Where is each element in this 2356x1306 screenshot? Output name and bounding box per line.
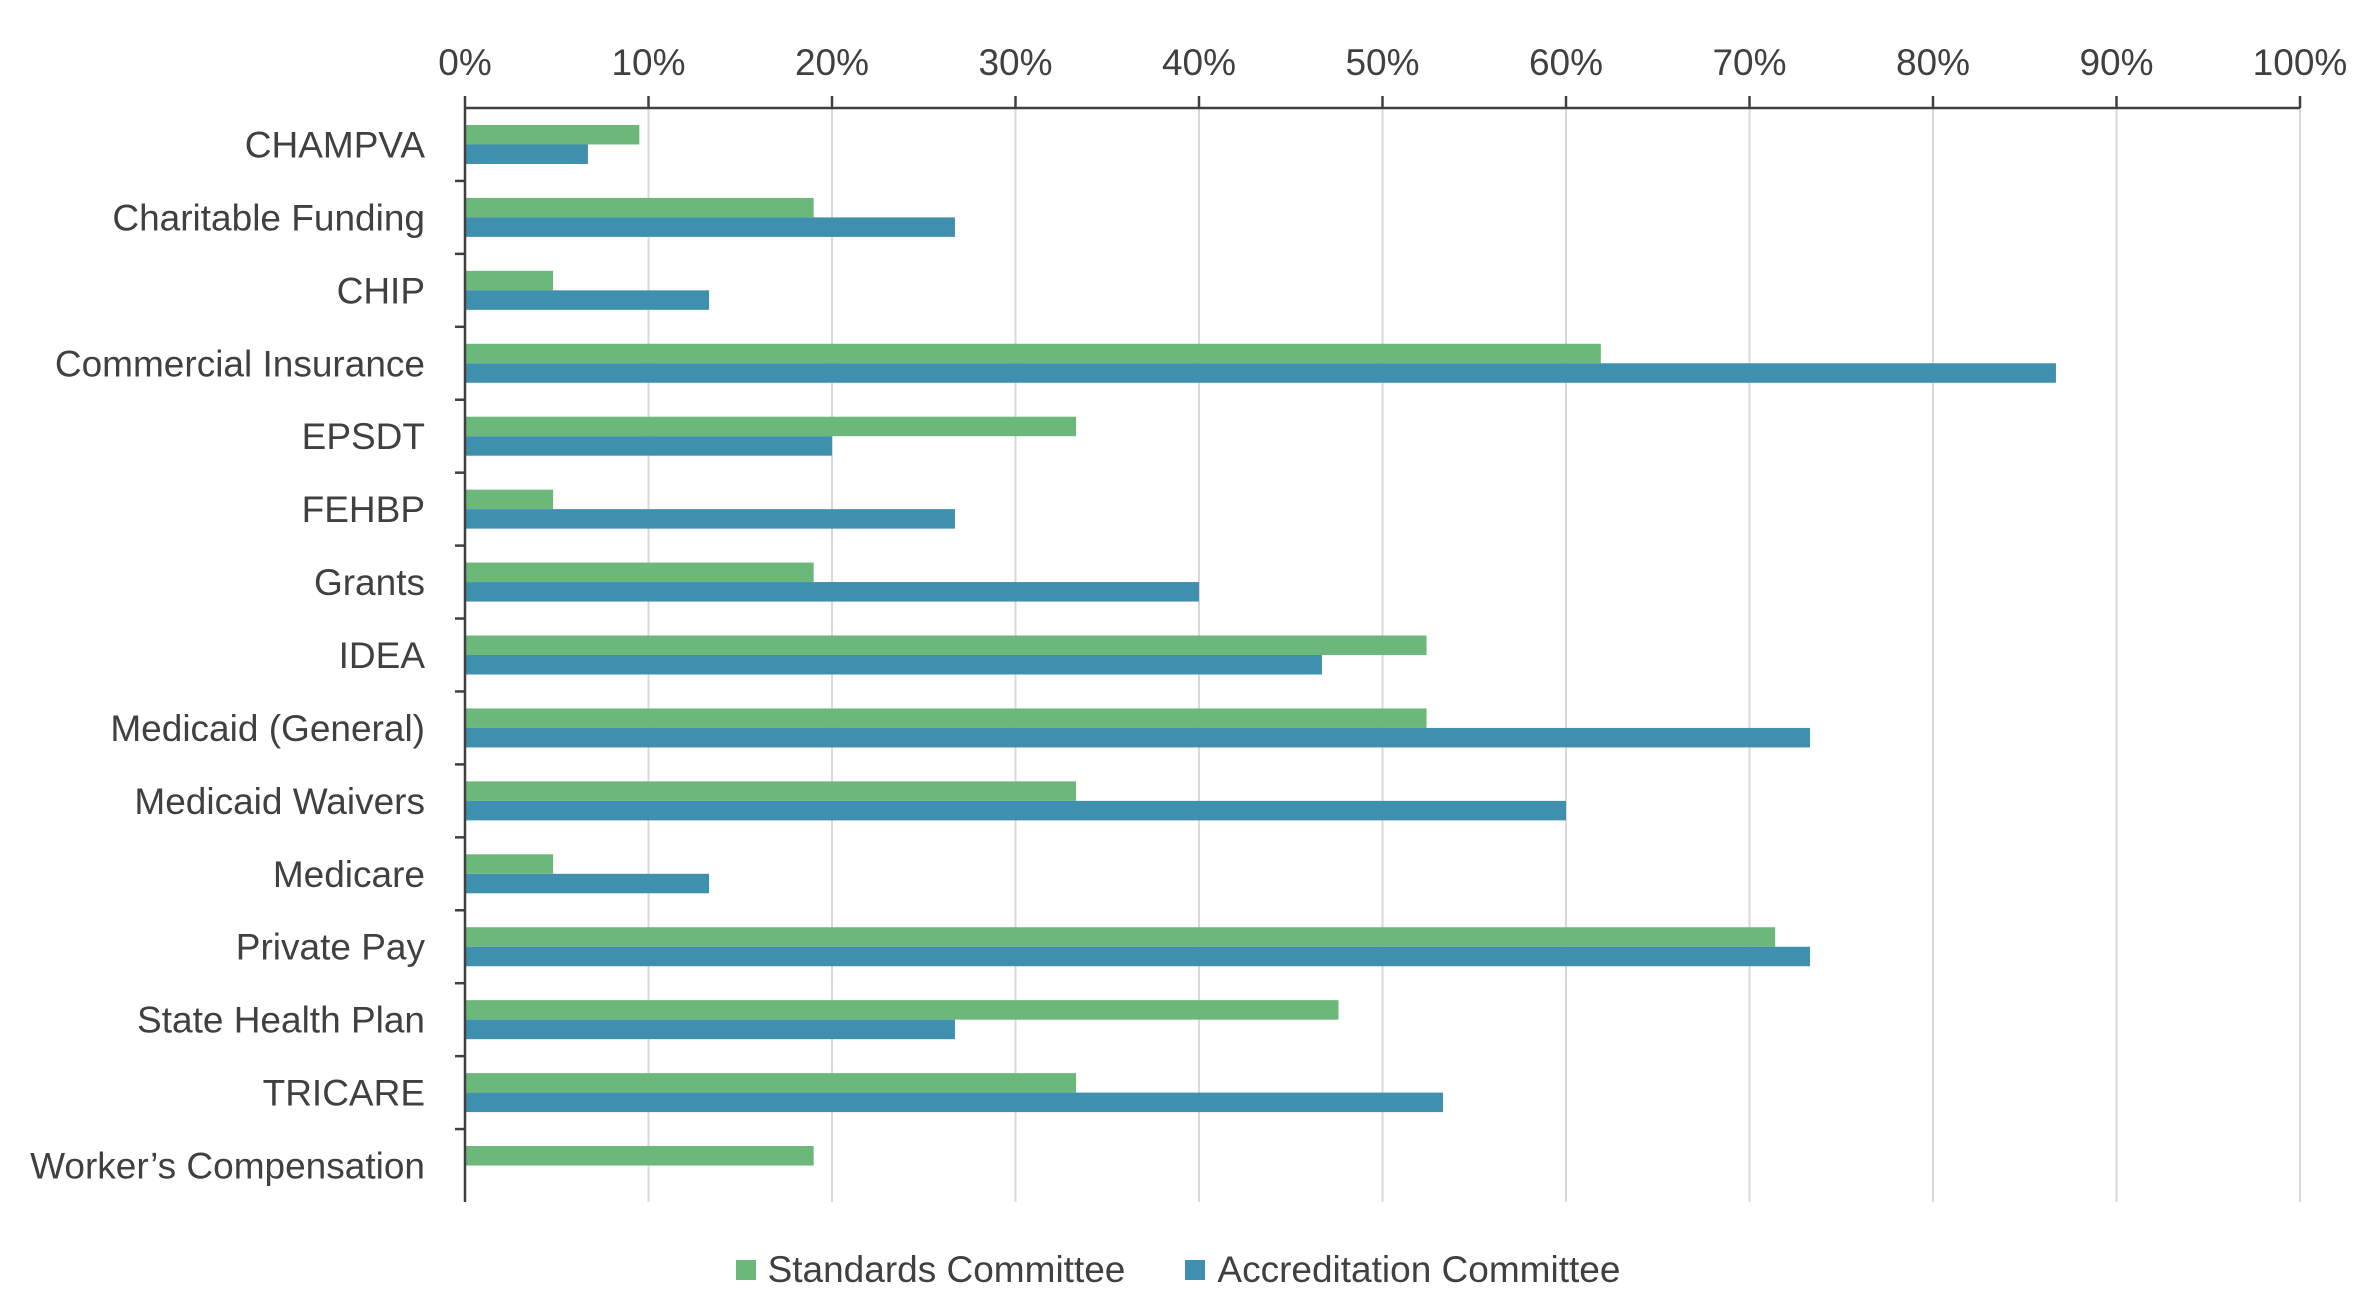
accreditation-committee-bar xyxy=(466,1092,1444,1113)
category-labels: CHAMPVA Charitable Funding CHIP Commercial … xyxy=(30,124,425,1186)
standards-committee-bar xyxy=(466,1000,1339,1020)
category-label: Private Pay xyxy=(236,927,426,968)
x-tick-label: 60% xyxy=(1529,42,1603,83)
legend-item-accreditation: Accreditation Committee xyxy=(1185,1249,1620,1291)
legend: Standards Committee Accreditation Commit… xyxy=(0,1240,2356,1300)
accreditation-committee-bar xyxy=(466,655,1322,675)
category-label: State Health Plan xyxy=(137,1000,425,1041)
accreditation-committee-bar xyxy=(466,727,1811,748)
legend-item-standards: Standards Committee xyxy=(735,1249,1126,1291)
accreditation-committee-bar xyxy=(466,582,1199,602)
category-label: Medicaid (General) xyxy=(110,708,425,749)
legend-swatch-standards xyxy=(735,1260,756,1280)
accreditation-committee-bar xyxy=(466,1019,955,1040)
x-tick-label: 100% xyxy=(2253,42,2348,83)
x-tick-label: 90% xyxy=(2079,42,2153,83)
x-tick-label: 10% xyxy=(611,42,685,83)
category-label: Medicare xyxy=(273,854,425,895)
category-label: FEHBP xyxy=(302,489,425,530)
bar-chart: 0% 10% 20% 30% 40% 50% 60% 70% 80% 90% 100% CHAMPV… xyxy=(30,42,2347,1202)
x-tick-label: 70% xyxy=(1712,42,1786,83)
standards-committee-bar xyxy=(466,708,1427,728)
accreditation-committee-bar xyxy=(466,363,2056,383)
category-label: CHAMPVA xyxy=(245,124,426,165)
accreditation-committee-bar xyxy=(466,800,1566,821)
category-label: EPSDT xyxy=(302,416,425,457)
category-label: IDEA xyxy=(339,635,426,676)
accreditation-committee-bar xyxy=(466,290,710,310)
accreditation-committee-bar xyxy=(466,217,955,237)
category-label: Medicaid Waivers xyxy=(134,781,425,822)
x-tick-label: 30% xyxy=(978,42,1052,83)
standards-committee-bar xyxy=(466,1073,1077,1093)
standards-committee-bar xyxy=(466,562,814,583)
legend-swatch-accreditation xyxy=(1185,1260,1206,1280)
standards-committee-bar xyxy=(466,1146,814,1166)
legend-label-accreditation: Accreditation Committee xyxy=(1217,1249,1621,1290)
standards-committee-bar xyxy=(466,781,1077,801)
category-label: Grants xyxy=(314,562,425,603)
standards-committee-bar xyxy=(466,197,814,218)
accreditation-committee-bar xyxy=(466,509,955,529)
x-tick-label: 40% xyxy=(1162,42,1236,83)
standards-committee-bar xyxy=(466,927,1776,947)
standards-committee-bar xyxy=(466,635,1427,655)
standards-committee-bar xyxy=(466,416,1077,437)
legend-label-standards: Standards Committee xyxy=(767,1249,1126,1290)
accreditation-committee-bar xyxy=(466,946,1811,967)
x-tick-label: 0% xyxy=(438,42,491,83)
bars xyxy=(466,124,2056,1166)
category-label: CHIP xyxy=(337,270,425,311)
x-tick-label: 80% xyxy=(1896,42,1970,83)
category-label: TRICARE xyxy=(263,1073,425,1114)
accreditation-committee-bar xyxy=(466,144,588,164)
standards-committee-bar xyxy=(466,343,1601,364)
standards-committee-bar xyxy=(466,270,554,291)
axes xyxy=(455,96,2302,1202)
standards-committee-bar xyxy=(466,489,554,510)
x-tick-label: 20% xyxy=(795,42,869,83)
x-tick-label: 50% xyxy=(1345,42,1419,83)
category-label: Commercial Insurance xyxy=(55,343,425,384)
standards-committee-bar xyxy=(466,854,554,874)
category-label: Worker’s Compensation xyxy=(30,1146,425,1187)
accreditation-committee-bar xyxy=(466,436,832,456)
standards-committee-bar xyxy=(466,124,640,145)
accreditation-committee-bar xyxy=(466,873,710,894)
x-tick-labels: 0% 10% 20% 30% 40% 50% 60% 70% 80% 90% 100% xyxy=(438,42,2347,83)
category-label: Charitable Funding xyxy=(112,197,425,238)
